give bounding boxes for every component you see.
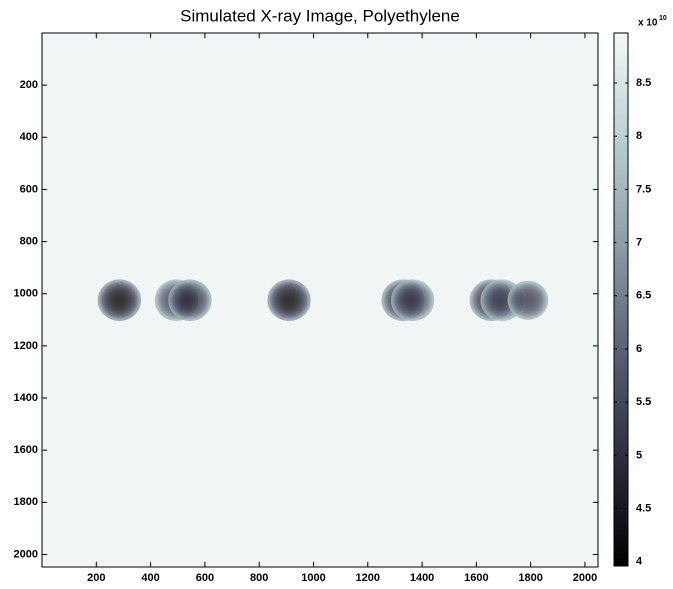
object [168,279,211,321]
y-tick-label: 800 [20,236,38,248]
y-tick-label: 1000 [14,288,38,300]
colorbar-tick-label: 7 [636,236,642,248]
y-tick-label: 400 [20,131,38,143]
colorbar-tick-label: 8 [636,130,642,142]
y-tick-label: 1600 [14,444,38,456]
colorbar [614,33,628,566]
y-tick-label: 600 [20,183,38,195]
colorbar-tick-label: 6.5 [636,290,651,302]
x-tick-label: 800 [250,572,268,584]
x-tick-label: 2000 [573,572,597,584]
object [98,279,141,321]
object [508,281,549,320]
y-tick-label: 200 [20,79,38,91]
x-tick-label: 1400 [410,572,434,584]
x-tick-label: 600 [196,572,214,584]
x-tick-label: 1000 [301,572,325,584]
colorbar-exponent: 10 [659,15,667,22]
colorbar-tick-label: 8.5 [636,77,651,89]
colorbar-tick-label: 6 [636,343,642,355]
colorbar-tick-label: 7.5 [636,183,651,195]
x-tick-label: 400 [141,572,159,584]
colorbar-tick-label: 5.5 [636,396,651,408]
object [267,279,310,321]
colorbar-tick-label: 4.5 [636,502,651,514]
colorbar-tick-label: 5 [636,449,642,461]
x-tick-label: 200 [87,572,105,584]
page: Simulated X-ray Image, Polyethylene 200 4… [0,0,673,589]
y-tick-label: 1400 [14,392,38,404]
y-tick-label: 1200 [14,340,38,352]
x-tick-label: 1800 [518,572,542,584]
y-tick-label: 1800 [14,496,38,508]
colorbar-tick-label: 4 [636,556,643,568]
x-tick-label: 1200 [356,572,380,584]
y-tick-label: 2000 [14,548,38,560]
object [391,279,434,321]
x-tick-label: 1600 [464,572,488,584]
chart: Simulated X-ray Image, Polyethylene 200 4… [0,0,673,584]
colorbar-multiplier: x 10 [638,18,658,29]
chart-title: Simulated X-ray Image, Polyethylene [180,6,460,25]
